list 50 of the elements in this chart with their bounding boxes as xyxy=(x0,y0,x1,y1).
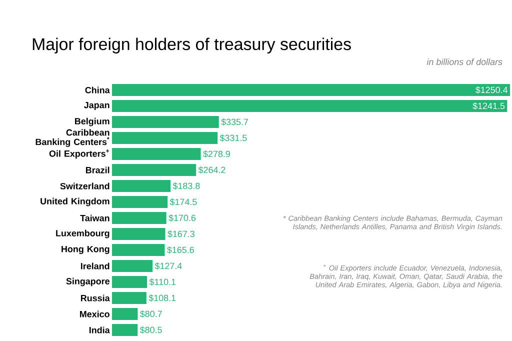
y-tick-label: Japan xyxy=(84,102,110,110)
bar xyxy=(112,260,153,272)
bar xyxy=(112,276,148,288)
y-tick-label: Oil Exporters$^{+}$ xyxy=(49,149,110,159)
y-tick-label: Hong Kong xyxy=(62,246,110,254)
data-label: $174.5 xyxy=(170,198,197,206)
y-tick-label: China xyxy=(85,86,110,94)
data-label: $167.3 xyxy=(168,230,194,238)
bar xyxy=(112,308,138,320)
y-tick-label: India xyxy=(89,326,110,334)
y-tick-label: Mexico xyxy=(80,310,110,318)
data-label: $278.9 xyxy=(203,150,230,158)
chart-title: Major foreign holders of treasury securities xyxy=(32,38,351,54)
bar xyxy=(112,180,171,192)
data-label: $127.4 xyxy=(154,262,182,270)
bar xyxy=(112,324,138,336)
bar xyxy=(112,84,510,96)
data-label: $1241.5 xyxy=(472,102,505,110)
data-label: $331.5 xyxy=(220,134,247,142)
data-label: $110.1 xyxy=(149,278,176,286)
y-tick-label: Brazil xyxy=(86,166,110,174)
data-label: $108.1 xyxy=(148,294,176,302)
y-tick-label: Singapore xyxy=(66,278,110,286)
bar xyxy=(112,116,219,128)
y-tick-label: Russia xyxy=(80,294,110,302)
y-tick-label: Caribbean Banking Centers$^{*}$ xyxy=(36,129,110,147)
bar xyxy=(112,196,168,208)
data-label: $1250.4 xyxy=(475,86,508,94)
bar xyxy=(112,244,165,256)
bar xyxy=(112,132,218,144)
data-label: $183.8 xyxy=(172,182,200,190)
bar xyxy=(112,100,508,112)
data-label: $170.6 xyxy=(168,214,196,222)
chart-subtitle: in billions of dollars xyxy=(426,58,502,66)
y-tick-label: Belgium xyxy=(75,118,110,126)
y-tick-label: Luxembourg xyxy=(56,230,110,238)
data-label: $80.5 xyxy=(140,326,162,334)
y-tick-label: United Kingdom xyxy=(40,198,110,206)
y-tick-label: Ireland xyxy=(80,262,110,270)
bar xyxy=(112,164,196,176)
bar xyxy=(112,148,201,160)
bar xyxy=(112,292,146,304)
y-tick-label: Taiwan xyxy=(80,214,110,222)
bar xyxy=(112,212,166,224)
data-label: $165.6 xyxy=(167,246,194,254)
data-label: $264.2 xyxy=(198,166,226,174)
bar xyxy=(112,228,166,240)
y-tick-label: Switzerland xyxy=(60,182,110,190)
data-label: $335.7 xyxy=(221,118,248,126)
data-label: $80.7 xyxy=(140,310,162,318)
